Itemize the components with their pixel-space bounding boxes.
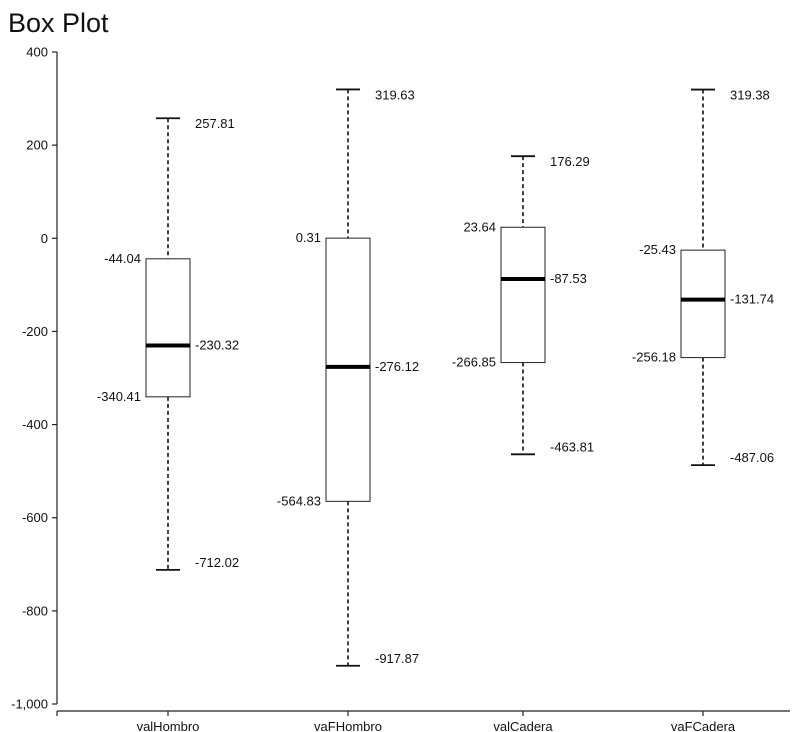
box-vaFHombro: 319.63 0.31 -276.12 -564.83 -917.87: [277, 87, 419, 667]
box-valCadera: 176.29 23.64 -87.53 -266.85 -463.81: [452, 154, 594, 456]
q3-label: 0.31: [296, 230, 321, 245]
boxes: 257.81 -44.04 -230.32 -340.41 -712.02 319.63 0…: [97, 87, 774, 667]
y-tick-label: -600: [22, 510, 48, 525]
y-tick-label: -800: [22, 603, 48, 618]
q1-label: -256.18: [632, 350, 676, 365]
axes: 400 200 0 -200 -400 -600 -800 -1,000 valHombro va…: [11, 45, 790, 732]
median-label: -230.32: [195, 338, 239, 353]
x-tick-label: valHombro: [137, 719, 200, 732]
box-vaFCadera: 319.38 -25.43 -131.74 -256.18 -487.06: [632, 88, 774, 467]
min-label: -463.81: [550, 439, 594, 454]
x-tick-label: valCadera: [493, 719, 553, 732]
q1-label: -564.83: [277, 493, 321, 508]
x-tick-label: vaFHombro: [314, 719, 382, 732]
y-tick-label: -400: [22, 417, 48, 432]
min-label: -917.87: [375, 651, 419, 666]
max-label: 319.63: [375, 87, 415, 102]
min-label: -712.02: [195, 555, 239, 570]
median-label: -87.53: [550, 271, 587, 286]
chart-title: Box Plot: [8, 8, 109, 38]
y-tick-label: 0: [41, 231, 48, 246]
min-label: -487.06: [730, 450, 774, 465]
q1-label: -266.85: [452, 355, 496, 370]
q3-label: -25.43: [639, 242, 676, 257]
q3-label: -44.04: [104, 251, 141, 266]
max-label: 176.29: [550, 154, 590, 169]
y-tick-label: 200: [26, 138, 48, 153]
iqr-box: [145, 258, 191, 398]
median-label: -276.12: [375, 359, 419, 374]
q1-label: -340.41: [97, 389, 141, 404]
median-label: -131.74: [730, 292, 774, 307]
q3-label: 23.64: [463, 219, 496, 234]
iqr-box: [680, 249, 726, 359]
box-valHombro: 257.81 -44.04 -230.32 -340.41 -712.02: [97, 116, 239, 571]
iqr-box: [325, 237, 371, 502]
y-tick-label: 400: [26, 45, 48, 60]
max-label: 319.38: [730, 88, 770, 103]
y-tick-label: -200: [22, 324, 48, 339]
iqr-box: [500, 226, 546, 364]
x-tick-label: vaFCadera: [671, 719, 736, 732]
max-label: 257.81: [195, 116, 235, 131]
y-tick-label: -1,000: [11, 697, 48, 712]
